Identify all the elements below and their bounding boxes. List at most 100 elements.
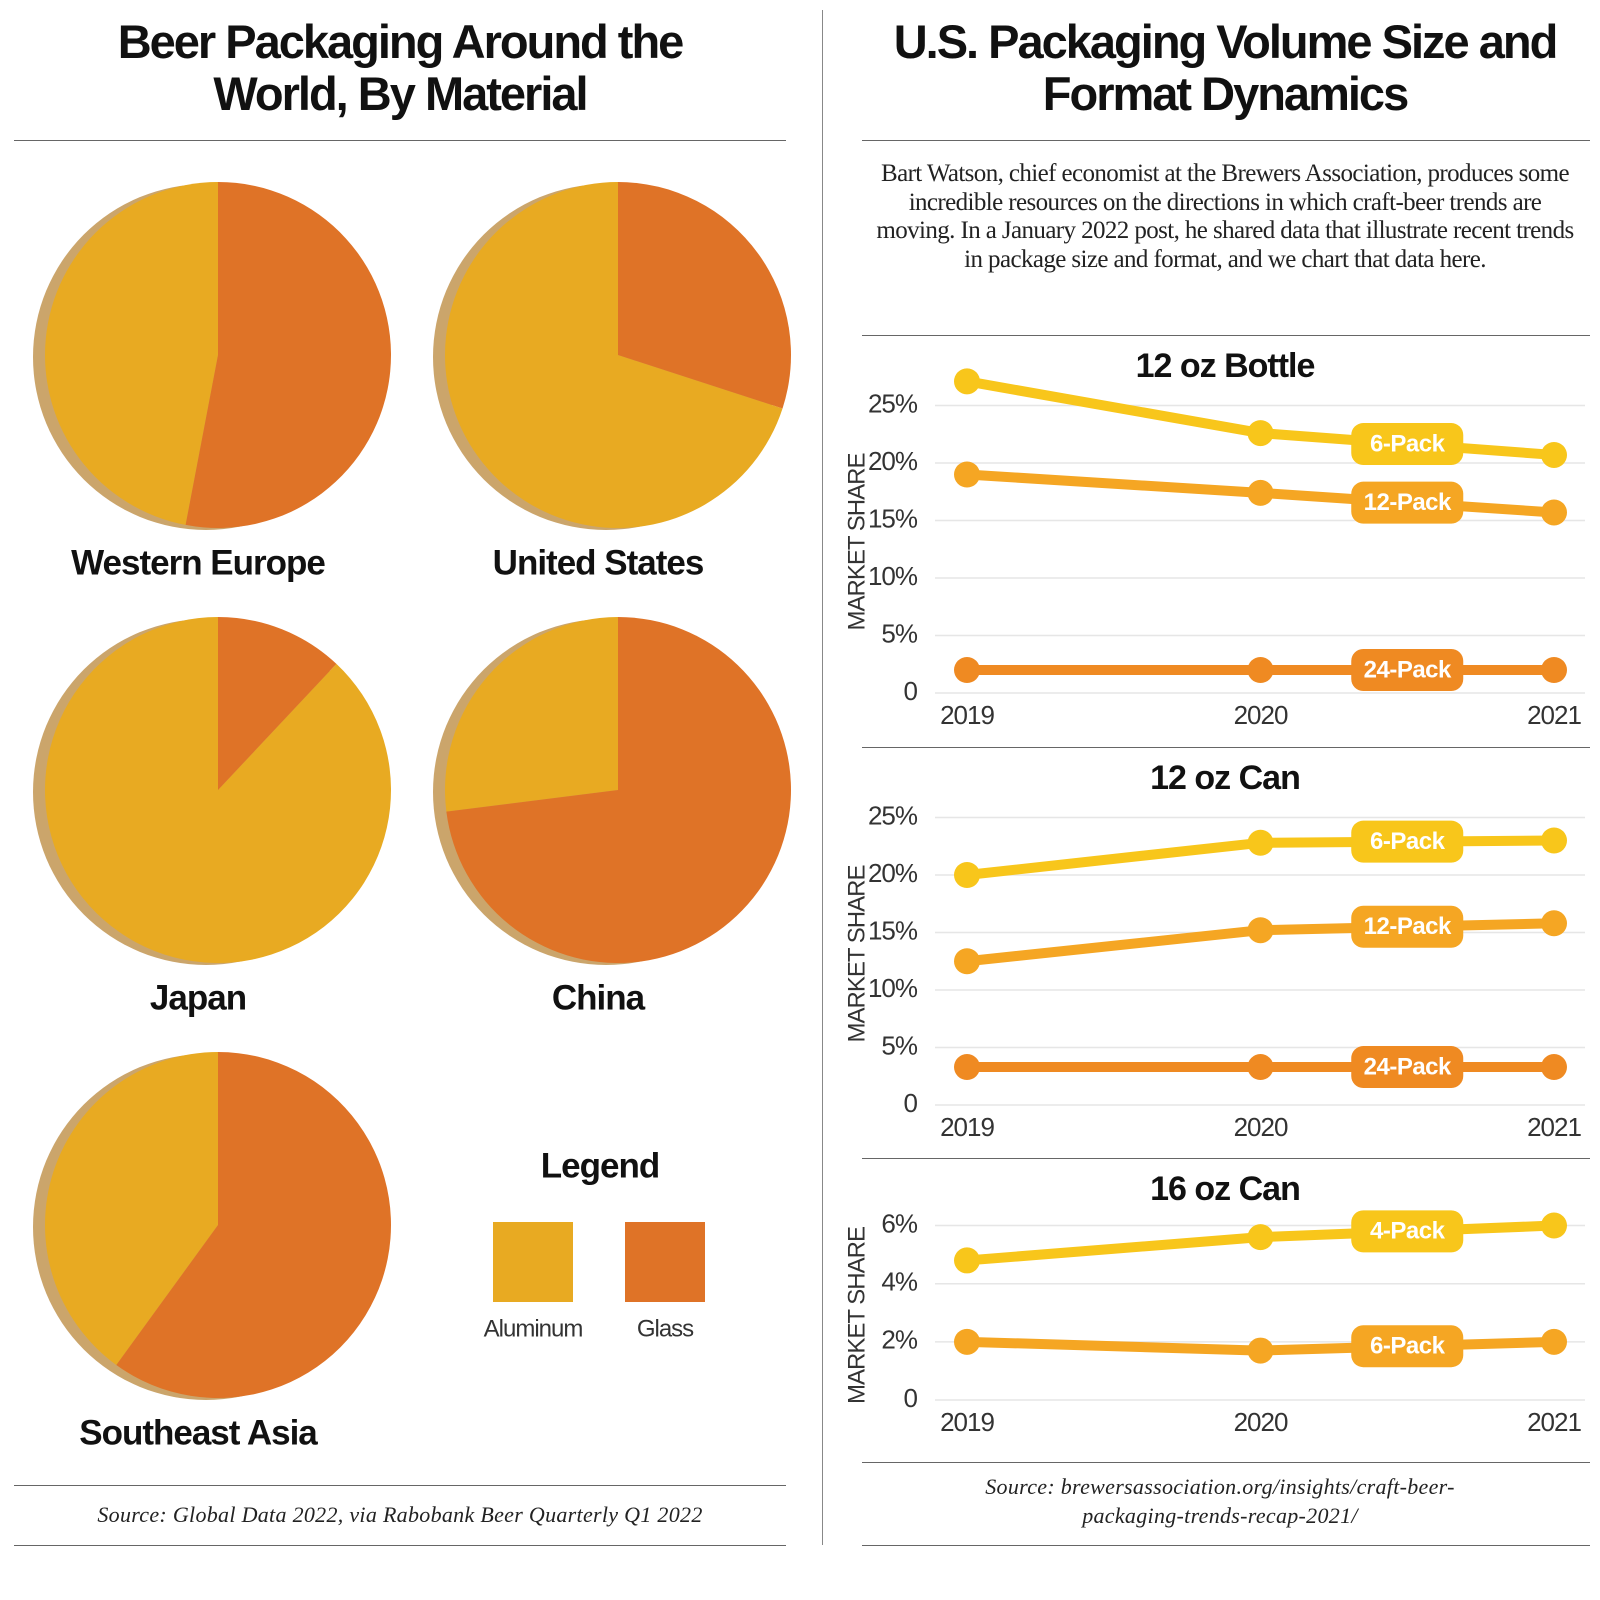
x-tick-label: 2019	[940, 1112, 994, 1142]
series-label: 24-Pack	[1364, 1053, 1452, 1080]
legend-label: Aluminum	[484, 1315, 583, 1342]
x-tick-label: 2021	[1527, 1112, 1581, 1142]
data-point	[1541, 657, 1567, 683]
right-source: Source: brewersassociation.org/insights/…	[985, 1474, 1455, 1528]
y-tick-label: 5%	[881, 1030, 917, 1060]
y-axis-label: MARKET SHARE	[843, 1227, 870, 1404]
data-point	[954, 948, 980, 975]
y-tick-label: 20%	[868, 446, 918, 476]
y-tick-label: 25%	[868, 800, 918, 830]
data-point	[954, 368, 980, 395]
pie-slice	[218, 617, 337, 790]
series-badge	[1351, 1210, 1464, 1253]
y-tick-label: 4%	[881, 1267, 917, 1297]
rule	[862, 140, 1590, 141]
pie-label: Japan	[150, 978, 246, 1017]
pie-label: Southeast Asia	[79, 1413, 318, 1452]
chart-title: 12 oz Bottle	[1136, 347, 1315, 385]
pie-slice	[116, 1052, 391, 1399]
pie-slice	[444, 182, 783, 528]
y-axis-label: MARKET SHARE	[843, 866, 870, 1043]
pie-label: China	[552, 978, 646, 1017]
data-point	[1247, 1337, 1274, 1364]
series-badge	[1351, 649, 1464, 691]
y-tick-label: 0	[904, 1383, 918, 1413]
y-tick-label: 20%	[868, 858, 918, 888]
series-badge	[1351, 423, 1464, 466]
data-point	[1541, 827, 1567, 854]
pie-slice	[445, 617, 618, 812]
right-title: U.S. Packaging Volume Size and Format Dy…	[893, 15, 1559, 120]
chart-title: 12 oz Can	[1150, 759, 1300, 797]
x-tick-label: 2019	[940, 700, 994, 730]
data-point	[1541, 1212, 1567, 1239]
legend-swatch	[625, 1222, 705, 1302]
data-point	[1247, 420, 1274, 447]
rule	[862, 1462, 1590, 1463]
pie-slice	[45, 182, 219, 525]
data-point	[954, 657, 980, 683]
left-title: Beer Packaging Around the World, By Mate…	[117, 15, 685, 120]
y-tick-label: 25%	[868, 388, 918, 418]
x-tick-label: 2020	[1234, 1407, 1288, 1437]
x-tick-label: 2021	[1527, 700, 1581, 730]
data-point	[1541, 910, 1567, 937]
series-badge	[1351, 1325, 1464, 1368]
pie-label: Western Europe	[71, 543, 325, 582]
data-point	[1247, 657, 1274, 683]
series-label: 6-Pack	[1370, 828, 1446, 855]
data-point	[954, 461, 980, 488]
chart-title: 16 oz Can	[1150, 1170, 1300, 1208]
y-tick-label: 0	[904, 1088, 918, 1118]
y-tick-label: 15%	[868, 915, 918, 945]
y-tick-label: 6%	[881, 1208, 917, 1238]
rule	[862, 1158, 1590, 1159]
pie-slice	[185, 182, 392, 528]
data-point	[1247, 1054, 1274, 1081]
data-point	[954, 1328, 980, 1355]
y-tick-label: 0	[904, 676, 918, 706]
pie-slice	[44, 617, 392, 963]
pie-slice	[446, 617, 791, 963]
left-source: Source: Global Data 2022, via Rabobank B…	[97, 1502, 703, 1527]
pie-label: United States	[493, 543, 704, 582]
pie-slice	[44, 1052, 218, 1365]
intro-text: Bart Watson, chief economist at the Brew…	[876, 160, 1574, 273]
data-point	[1541, 441, 1567, 468]
y-tick-label: 15%	[868, 503, 918, 533]
series-badge	[1351, 820, 1464, 863]
data-point	[1247, 829, 1274, 856]
series-label: 4-Pack	[1370, 1218, 1446, 1245]
series-label: 6-Pack	[1370, 1333, 1446, 1360]
y-tick-label: 10%	[868, 561, 918, 591]
series-label: 6-Pack	[1370, 430, 1446, 457]
y-tick-label: 10%	[868, 973, 918, 1003]
rule	[862, 1545, 1590, 1546]
data-point	[1541, 499, 1567, 526]
legend-swatch	[493, 1222, 573, 1302]
x-tick-label: 2020	[1234, 700, 1288, 730]
data-point	[954, 862, 980, 888]
series-label: 12-Pack	[1364, 489, 1452, 516]
x-tick-label: 2020	[1234, 1112, 1288, 1142]
data-point	[1541, 1054, 1567, 1081]
data-point	[1247, 479, 1274, 506]
legend-label: Glass	[637, 1315, 694, 1342]
rule	[14, 140, 786, 141]
pie-slice	[618, 182, 791, 409]
column-divider	[822, 10, 823, 1545]
y-tick-label: 5%	[881, 618, 917, 648]
legend-title: Legend	[541, 1146, 659, 1185]
data-point	[954, 1054, 980, 1081]
data-point	[954, 1247, 980, 1274]
rule	[14, 1485, 786, 1486]
data-point	[1541, 1328, 1567, 1355]
rule	[862, 335, 1590, 336]
y-axis-label: MARKET SHARE	[843, 454, 870, 631]
series-badge	[1351, 905, 1464, 948]
data-point	[1247, 917, 1274, 944]
x-tick-label: 2021	[1527, 1407, 1581, 1437]
series-label: 12-Pack	[1364, 913, 1452, 940]
